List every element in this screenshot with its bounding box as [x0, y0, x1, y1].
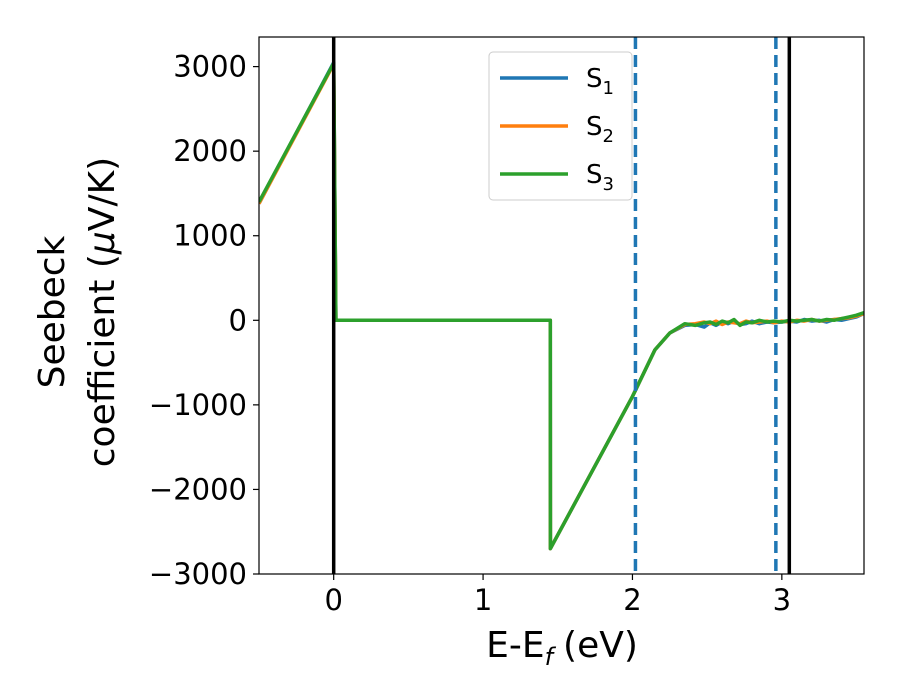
plot-area	[259, 37, 864, 574]
legend-label-1: S1	[586, 64, 614, 99]
y-axis-label-mu: μ	[82, 231, 123, 255]
y-axis-label-seebeck: Seebeck	[32, 235, 73, 388]
y-axis-label-coefficient: coefficient (	[82, 254, 123, 467]
y-axis-label-line1: Seebeck	[32, 235, 73, 388]
y-tick-label-1: −2000	[149, 472, 247, 506]
y-tick-label-0: −3000	[149, 557, 247, 591]
series-line-3	[259, 61, 864, 551]
x-axis-label-main: E-E	[486, 625, 544, 666]
y-axis-label-line2: coefficient (μV/K)	[82, 157, 123, 467]
legend: S1 S2 S3	[488, 51, 633, 201]
legend-label-2: S2	[586, 112, 614, 147]
y-tick-label-3: 0	[229, 303, 247, 337]
tick-layer: 0 1 2 3 −3000 −2000 −1000 0 1000 2000 3000	[149, 50, 791, 617]
y-tick-label-2: −1000	[149, 388, 247, 422]
x-tick-label-2: 2	[623, 583, 641, 617]
y-tick-label-5: 2000	[173, 134, 247, 168]
x-axis-label-unit: (eV)	[563, 625, 638, 666]
x-axis-label-sub: f	[545, 643, 557, 671]
series-layer	[259, 60, 864, 551]
legend-label-3: S3	[586, 160, 614, 195]
y-tick-label-4: 1000	[173, 219, 247, 253]
y-axis-label-unit: V/K)	[82, 157, 123, 231]
legend-items: S1 S2 S3	[500, 64, 614, 195]
x-tick-label-1: 1	[474, 583, 492, 617]
x-tick-label-0: 0	[324, 583, 342, 617]
plot-frame	[258, 36, 865, 575]
x-axis-label: E-Ef (eV)	[486, 625, 638, 671]
y-tick-label-6: 3000	[173, 50, 247, 84]
x-tick-label-3: 3	[773, 583, 791, 617]
vline-layer	[331, 37, 792, 574]
